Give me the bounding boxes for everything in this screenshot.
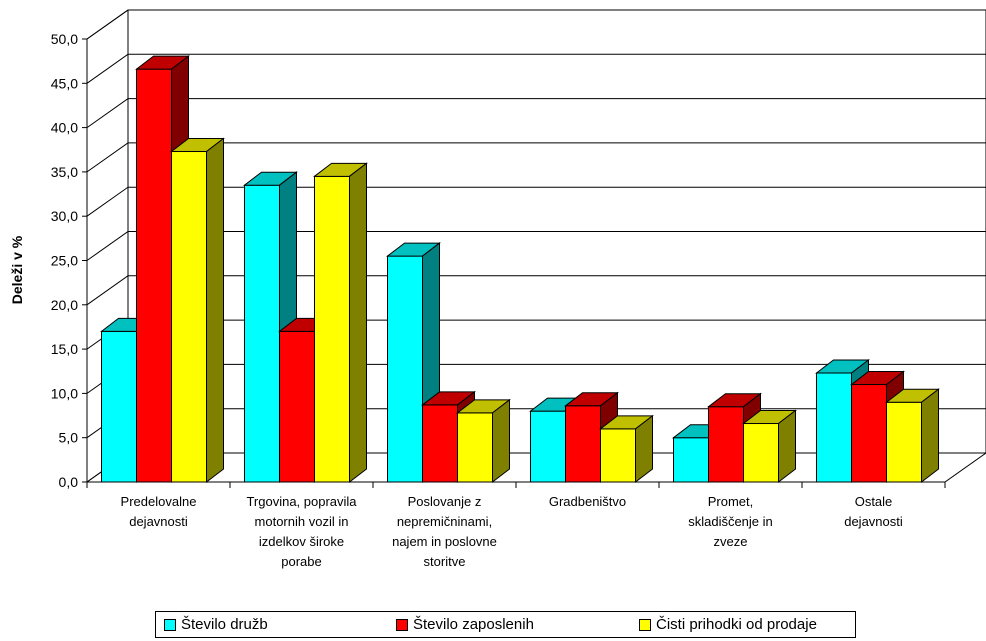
x-category-label: dejavnosti — [129, 514, 188, 529]
bar-front — [708, 406, 744, 483]
bar-front — [387, 255, 423, 483]
bar — [456, 398, 511, 484]
legend-swatch-red — [396, 618, 408, 631]
x-category-labels: Predelovalne dejavnosti Trgovina, popravil… — [121, 494, 903, 569]
y-tick-label: 30,0 — [51, 208, 78, 224]
x-category-label: nepremičninami, — [397, 514, 492, 529]
y-tick-label: 40,0 — [51, 120, 78, 136]
gridline — [86, 9, 986, 40]
legend-label: Število družb — [181, 616, 268, 633]
bar-side — [206, 137, 224, 484]
gridline — [86, 186, 986, 217]
x-category-label: porabe — [281, 554, 321, 569]
x-category-label: dejavnosti — [844, 514, 903, 529]
gridline — [86, 98, 986, 129]
gridlines — [86, 9, 986, 483]
gridline — [86, 142, 986, 173]
legend-swatch-cyan — [164, 618, 176, 631]
x-category-label: Trgovina, popravila — [246, 494, 357, 509]
legend-swatch-yellow — [639, 618, 651, 631]
bar-side — [635, 414, 653, 484]
bar-chart-3d: 0,0 5,0 10,0 15,0 20,0 25,0 30,0 35,0 40,0 45,0 50… — [9, 9, 986, 569]
bar-side — [921, 388, 939, 484]
bar-front — [851, 384, 887, 483]
bar — [170, 137, 225, 484]
bar-side — [778, 409, 796, 484]
bar-front — [422, 404, 458, 483]
legend-item-cisti-prihodki: Čisti prihodki od prodaje — [639, 616, 817, 633]
x-category-label: Ostale — [855, 494, 893, 509]
y-tick-label: 50,0 — [51, 31, 78, 47]
gridline — [86, 231, 986, 261]
bar-front — [171, 151, 207, 483]
bar — [599, 414, 654, 484]
y-tick-label: 35,0 — [51, 164, 78, 180]
bar-front — [565, 405, 601, 483]
y-tick-label: 15,0 — [51, 341, 78, 357]
bar-side — [349, 162, 367, 484]
bar-front — [136, 68, 172, 483]
bar-front — [279, 330, 315, 483]
x-category-label: motornih vozil in — [255, 514, 349, 529]
x-category-label: Poslovanje z — [408, 494, 482, 509]
y-tick-label: 25,0 — [51, 253, 78, 269]
y-tick-label: 45,0 — [51, 75, 78, 91]
axes — [82, 38, 946, 488]
y-tick-label: 5,0 — [59, 430, 79, 446]
bar-side — [492, 398, 510, 484]
bar — [742, 409, 797, 484]
legend-label: Število zaposlenih — [413, 616, 534, 633]
x-category-label: storitve — [424, 554, 466, 569]
bar-front — [457, 412, 493, 483]
legend: Število družb Število zaposlenih Čisti p… — [155, 611, 856, 638]
bar-front — [530, 410, 566, 483]
bar-front — [600, 428, 636, 483]
x-category-label: skladiščenje in — [688, 514, 773, 529]
y-tick-label: 0,0 — [59, 474, 79, 490]
gridline — [86, 275, 986, 306]
legend-item-stevilo-zaposlenih: Število zaposlenih — [396, 616, 534, 633]
x-category-label: najem in poslovne — [392, 534, 497, 549]
y-tick-label: 10,0 — [51, 385, 78, 401]
x-category-label: Predelovalne — [121, 494, 197, 509]
bar-front — [886, 401, 922, 483]
bar — [313, 162, 368, 484]
x-category-label: Gradbeništvo — [549, 494, 626, 509]
bar-front — [743, 423, 779, 483]
bar-front — [314, 175, 350, 483]
y-tick-labels: 0,0 5,0 10,0 15,0 20,0 25,0 30,0 35,0 40,0 45,0 50… — [51, 31, 78, 490]
y-axis-label: Deleži v % — [9, 235, 25, 304]
bar — [885, 388, 940, 484]
bar-front — [816, 372, 852, 483]
bar-front — [101, 330, 137, 483]
gridline — [86, 53, 986, 84]
bar-front — [673, 437, 709, 483]
legend-label: Čisti prihodki od prodaje — [656, 616, 817, 633]
bar-front — [244, 184, 280, 483]
legend-item-stevilo-druzb: Število družb — [164, 616, 268, 633]
x-category-label: Promet, — [708, 494, 754, 509]
bars — [100, 55, 940, 484]
x-category-label: izdelkov široke — [259, 534, 344, 549]
y-tick-label: 20,0 — [51, 297, 78, 313]
x-category-label: zveze — [714, 534, 748, 549]
